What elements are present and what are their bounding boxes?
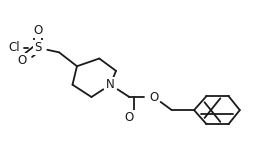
- Text: N: N: [106, 78, 115, 91]
- Text: O: O: [149, 91, 158, 103]
- Text: O: O: [18, 54, 27, 67]
- Text: O: O: [125, 111, 134, 124]
- Text: Cl: Cl: [9, 41, 20, 54]
- Text: O: O: [33, 24, 43, 37]
- Text: S: S: [34, 41, 41, 54]
